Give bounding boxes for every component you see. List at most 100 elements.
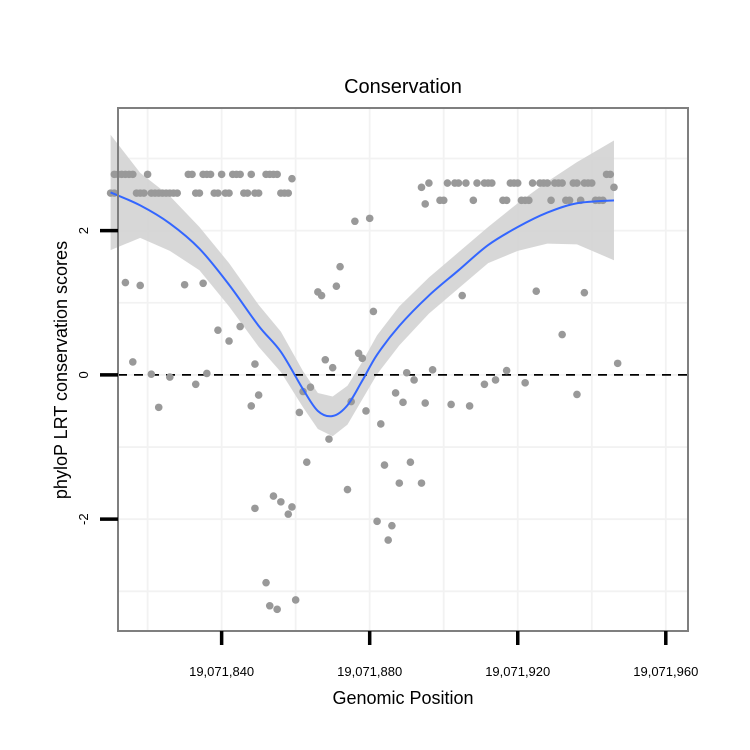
data-point (402, 368, 411, 377)
x-tick-label: 19,071,840 (189, 664, 254, 679)
data-point (203, 369, 211, 378)
data-point (558, 179, 566, 187)
data-point (462, 179, 470, 187)
data-point (358, 354, 367, 363)
data-point (247, 402, 256, 410)
data-point (225, 337, 233, 345)
data-point (502, 366, 511, 375)
data-point (480, 380, 489, 389)
data-point (528, 179, 537, 187)
y-tick-label: 0 (76, 371, 91, 378)
data-point (180, 280, 189, 289)
data-point (269, 492, 278, 500)
x-tick-label: 19,071,920 (485, 664, 550, 679)
data-point (469, 196, 478, 205)
data-point (225, 189, 233, 197)
data-point (521, 379, 529, 387)
data-point (265, 601, 274, 610)
data-point (365, 214, 374, 223)
y-tick-label: 2 (76, 227, 91, 234)
data-point (288, 503, 296, 511)
data-point (243, 189, 252, 197)
data-point (543, 179, 552, 187)
data-point (143, 170, 152, 179)
data-point (291, 596, 300, 604)
data-point (376, 420, 385, 428)
data-point (173, 189, 182, 197)
data-point (195, 189, 204, 197)
data-point (295, 408, 304, 417)
data-point (513, 179, 522, 187)
x-tick-label: 19,071,880 (337, 664, 402, 679)
data-point (587, 179, 596, 187)
data-point (573, 390, 581, 399)
data-point (273, 170, 281, 179)
data-point (328, 363, 337, 372)
data-point (254, 391, 263, 399)
data-point (214, 326, 222, 334)
data-point (284, 510, 293, 518)
y-axis: -2 0 2 (76, 227, 118, 525)
confidence-band (110, 134, 614, 437)
data-point (362, 407, 370, 415)
data-point (217, 170, 226, 179)
data-point (154, 403, 163, 412)
data-point (251, 360, 259, 368)
data-point (336, 262, 344, 271)
data-point (284, 189, 293, 197)
data-point (306, 383, 315, 391)
data-point (206, 170, 215, 179)
data-point (573, 179, 581, 187)
data-point (388, 521, 396, 530)
data-point (417, 479, 426, 487)
data-point (351, 217, 359, 226)
data-point (525, 196, 533, 205)
data-point (277, 498, 285, 506)
data-point (439, 196, 448, 205)
data-point (147, 370, 156, 378)
data-point (565, 196, 574, 205)
data-point (473, 179, 481, 187)
data-point (288, 174, 296, 183)
data-point (606, 170, 615, 179)
data-point (380, 461, 389, 469)
data-point (491, 376, 500, 384)
data-point (199, 279, 207, 288)
data-point (417, 183, 426, 192)
data-point (465, 402, 474, 410)
data-point (140, 189, 148, 197)
data-point (454, 179, 463, 187)
data-point (262, 578, 270, 587)
data-point (399, 398, 407, 407)
data-point (391, 389, 400, 397)
data-point (343, 485, 352, 494)
data-point (547, 196, 555, 205)
data-point (421, 399, 430, 407)
x-axis: 19,071,840 19,071,880 19,071,920 19,071,960 (189, 631, 698, 679)
chart-title: Conservation (344, 76, 462, 98)
data-point (395, 479, 404, 487)
data-point (236, 170, 244, 179)
data-point (443, 179, 452, 187)
data-point (532, 287, 541, 296)
data-point (558, 330, 566, 339)
data-point (421, 200, 430, 208)
data-point (136, 281, 145, 290)
data-point (580, 288, 589, 297)
data-point (369, 307, 378, 316)
data-point (325, 435, 333, 443)
loess-smooth-line (110, 191, 615, 418)
data-point (251, 504, 259, 513)
data-point (610, 183, 618, 192)
data-point (121, 278, 130, 287)
data-point (273, 605, 281, 614)
data-point (166, 373, 174, 381)
data-point (129, 170, 137, 179)
data-point (410, 376, 418, 384)
data-point (321, 355, 330, 364)
data-point (188, 170, 196, 179)
data-point (488, 179, 496, 187)
y-tick-label: -2 (76, 513, 91, 525)
data-point (447, 400, 455, 409)
